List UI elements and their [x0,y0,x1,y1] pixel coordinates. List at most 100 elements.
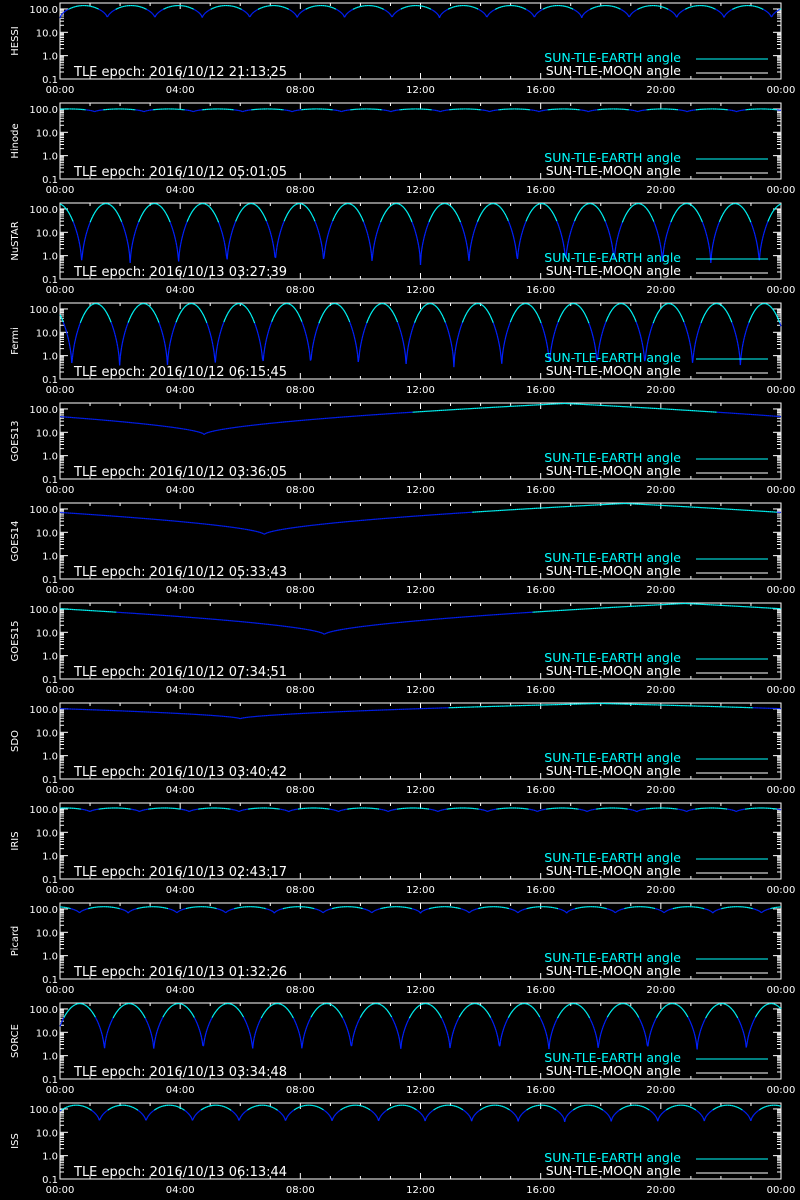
legend-moon-label: SUN-TLE-MOON angle [546,1163,682,1178]
y-tick-label: 100.0 [29,705,58,716]
x-tick-label: 04:00 [166,785,195,796]
satellite-label: GOES13 [10,420,21,461]
x-tick-label: 08:00 [286,85,315,96]
legend-moon-label: SUN-TLE-MOON angle [546,1063,682,1078]
panel-nustar: 100.010.01.00.100:0004:0008:0012:0016:00… [0,200,800,300]
x-tick-label: 04:00 [166,285,195,296]
x-tick-label: 00:00 [767,585,796,596]
sun-tle-earth-angle-series [60,109,781,112]
x-tick-label: 12:00 [406,985,435,996]
x-tick-label: 16:00 [526,385,555,396]
legend-moon-label: SUN-TLE-MOON angle [546,863,682,878]
y-tick-label: 10.0 [36,828,58,839]
panel-goes14: 100.010.01.00.100:0004:0008:0012:0016:00… [0,500,800,600]
legend-moon-label: SUN-TLE-MOON angle [546,563,682,578]
x-tick-label: 08:00 [286,185,315,196]
x-tick-label: 12:00 [406,685,435,696]
y-tick-label: 1.0 [42,752,58,763]
x-tick-label: 16:00 [526,885,555,896]
legend-moon-label: SUN-TLE-MOON angle [546,363,682,378]
satellite-label: SDO [10,730,21,752]
y-tick-label: 100.0 [29,505,58,516]
x-tick-label: 04:00 [166,185,195,196]
y-tick-label: 10.0 [36,128,58,139]
panel-iris: 100.010.01.00.100:0004:0008:0012:0016:00… [0,800,800,900]
x-tick-label: 12:00 [406,85,435,96]
x-tick-label: 00:00 [767,1085,796,1096]
legend-moon-label: SUN-TLE-MOON angle [546,463,682,478]
x-tick-label: 20:00 [646,85,675,96]
y-tick-label: 1.0 [42,1152,58,1163]
y-tick-label: 1.0 [42,952,58,963]
x-tick-label: 12:00 [406,285,435,296]
panel-picard: 100.010.01.00.100:0004:0008:0012:0016:00… [0,900,800,1000]
x-tick-label: 00:00 [46,385,75,396]
y-tick-label: 100.0 [29,105,58,116]
y-tick-label: 100.0 [29,605,58,616]
x-tick-label: 20:00 [646,1085,675,1096]
y-tick-label: 10.0 [36,1128,58,1139]
legend-moon-label: SUN-TLE-MOON angle [546,163,682,178]
x-tick-label: 00:00 [767,885,796,896]
y-tick-label: 1.0 [42,552,58,563]
tle-epoch-text: TLE epoch: 2016/10/12 03:36:05 [73,465,287,480]
x-tick-label: 00:00 [46,985,75,996]
tle-epoch-text: TLE epoch: 2016/10/13 03:27:39 [73,265,287,280]
x-tick-label: 20:00 [646,485,675,496]
x-tick-label: 08:00 [286,385,315,396]
x-tick-label: 00:00 [767,285,796,296]
y-tick-label: 1.0 [42,52,58,63]
tle-epoch-text: TLE epoch: 2016/10/13 01:32:26 [73,965,287,980]
x-tick-label: 12:00 [406,1185,435,1196]
x-tick-label: 00:00 [46,285,75,296]
x-tick-label: 00:00 [46,785,75,796]
x-tick-label: 08:00 [286,585,315,596]
tle-epoch-text: TLE epoch: 2016/10/12 05:33:43 [73,565,287,580]
panel-hessi: 100.010.01.00.100:0004:0008:0012:0016:00… [0,0,800,100]
x-tick-label: 16:00 [526,85,555,96]
x-tick-label: 16:00 [526,685,555,696]
x-tick-label: 04:00 [166,1185,195,1196]
y-tick-label: 100.0 [29,1005,58,1016]
y-tick-label: 10.0 [36,228,58,239]
y-tick-label: 1.0 [42,352,58,363]
satellite-label: IRIS [10,831,21,850]
x-tick-label: 00:00 [767,685,796,696]
satellite-label: GOES14 [10,520,21,561]
satellite-label: GOES15 [10,620,21,661]
x-tick-label: 08:00 [286,885,315,896]
x-tick-label: 00:00 [767,485,796,496]
y-tick-label: 10.0 [36,1028,58,1039]
x-tick-label: 00:00 [46,1185,75,1196]
x-tick-label: 16:00 [526,285,555,296]
x-tick-label: 00:00 [767,385,796,396]
y-tick-label: 100.0 [29,905,58,916]
panel-iss: 100.010.01.00.100:0004:0008:0012:0016:00… [0,1100,800,1200]
x-tick-label: 20:00 [646,885,675,896]
y-tick-label: 100.0 [29,405,58,416]
satellite-label: Fermi [10,327,21,355]
tle-epoch-text: TLE epoch: 2016/10/12 05:01:05 [73,165,287,180]
y-tick-label: 1.0 [42,852,58,863]
x-tick-label: 12:00 [406,585,435,596]
x-tick-label: 20:00 [646,1185,675,1196]
x-tick-label: 00:00 [46,185,75,196]
y-tick-label: 100.0 [29,305,58,316]
x-tick-label: 20:00 [646,185,675,196]
sun-tle-earth-angle-series [60,1004,781,1050]
x-tick-label: 08:00 [286,1185,315,1196]
x-tick-label: 04:00 [166,585,195,596]
y-tick-label: 1.0 [42,152,58,163]
x-tick-label: 08:00 [286,1085,315,1096]
x-tick-label: 12:00 [406,785,435,796]
y-tick-label: 1.0 [42,452,58,463]
x-tick-label: 12:00 [406,885,435,896]
x-tick-label: 00:00 [46,685,75,696]
x-tick-label: 04:00 [166,1085,195,1096]
x-tick-label: 16:00 [526,485,555,496]
panel-goes15: 100.010.01.00.100:0004:0008:0012:0016:00… [0,600,800,700]
y-tick-label: 10.0 [36,928,58,939]
panel-sdo: 100.010.01.00.100:0004:0008:0012:0016:00… [0,700,800,800]
satellite-label: HESSI [10,26,21,55]
